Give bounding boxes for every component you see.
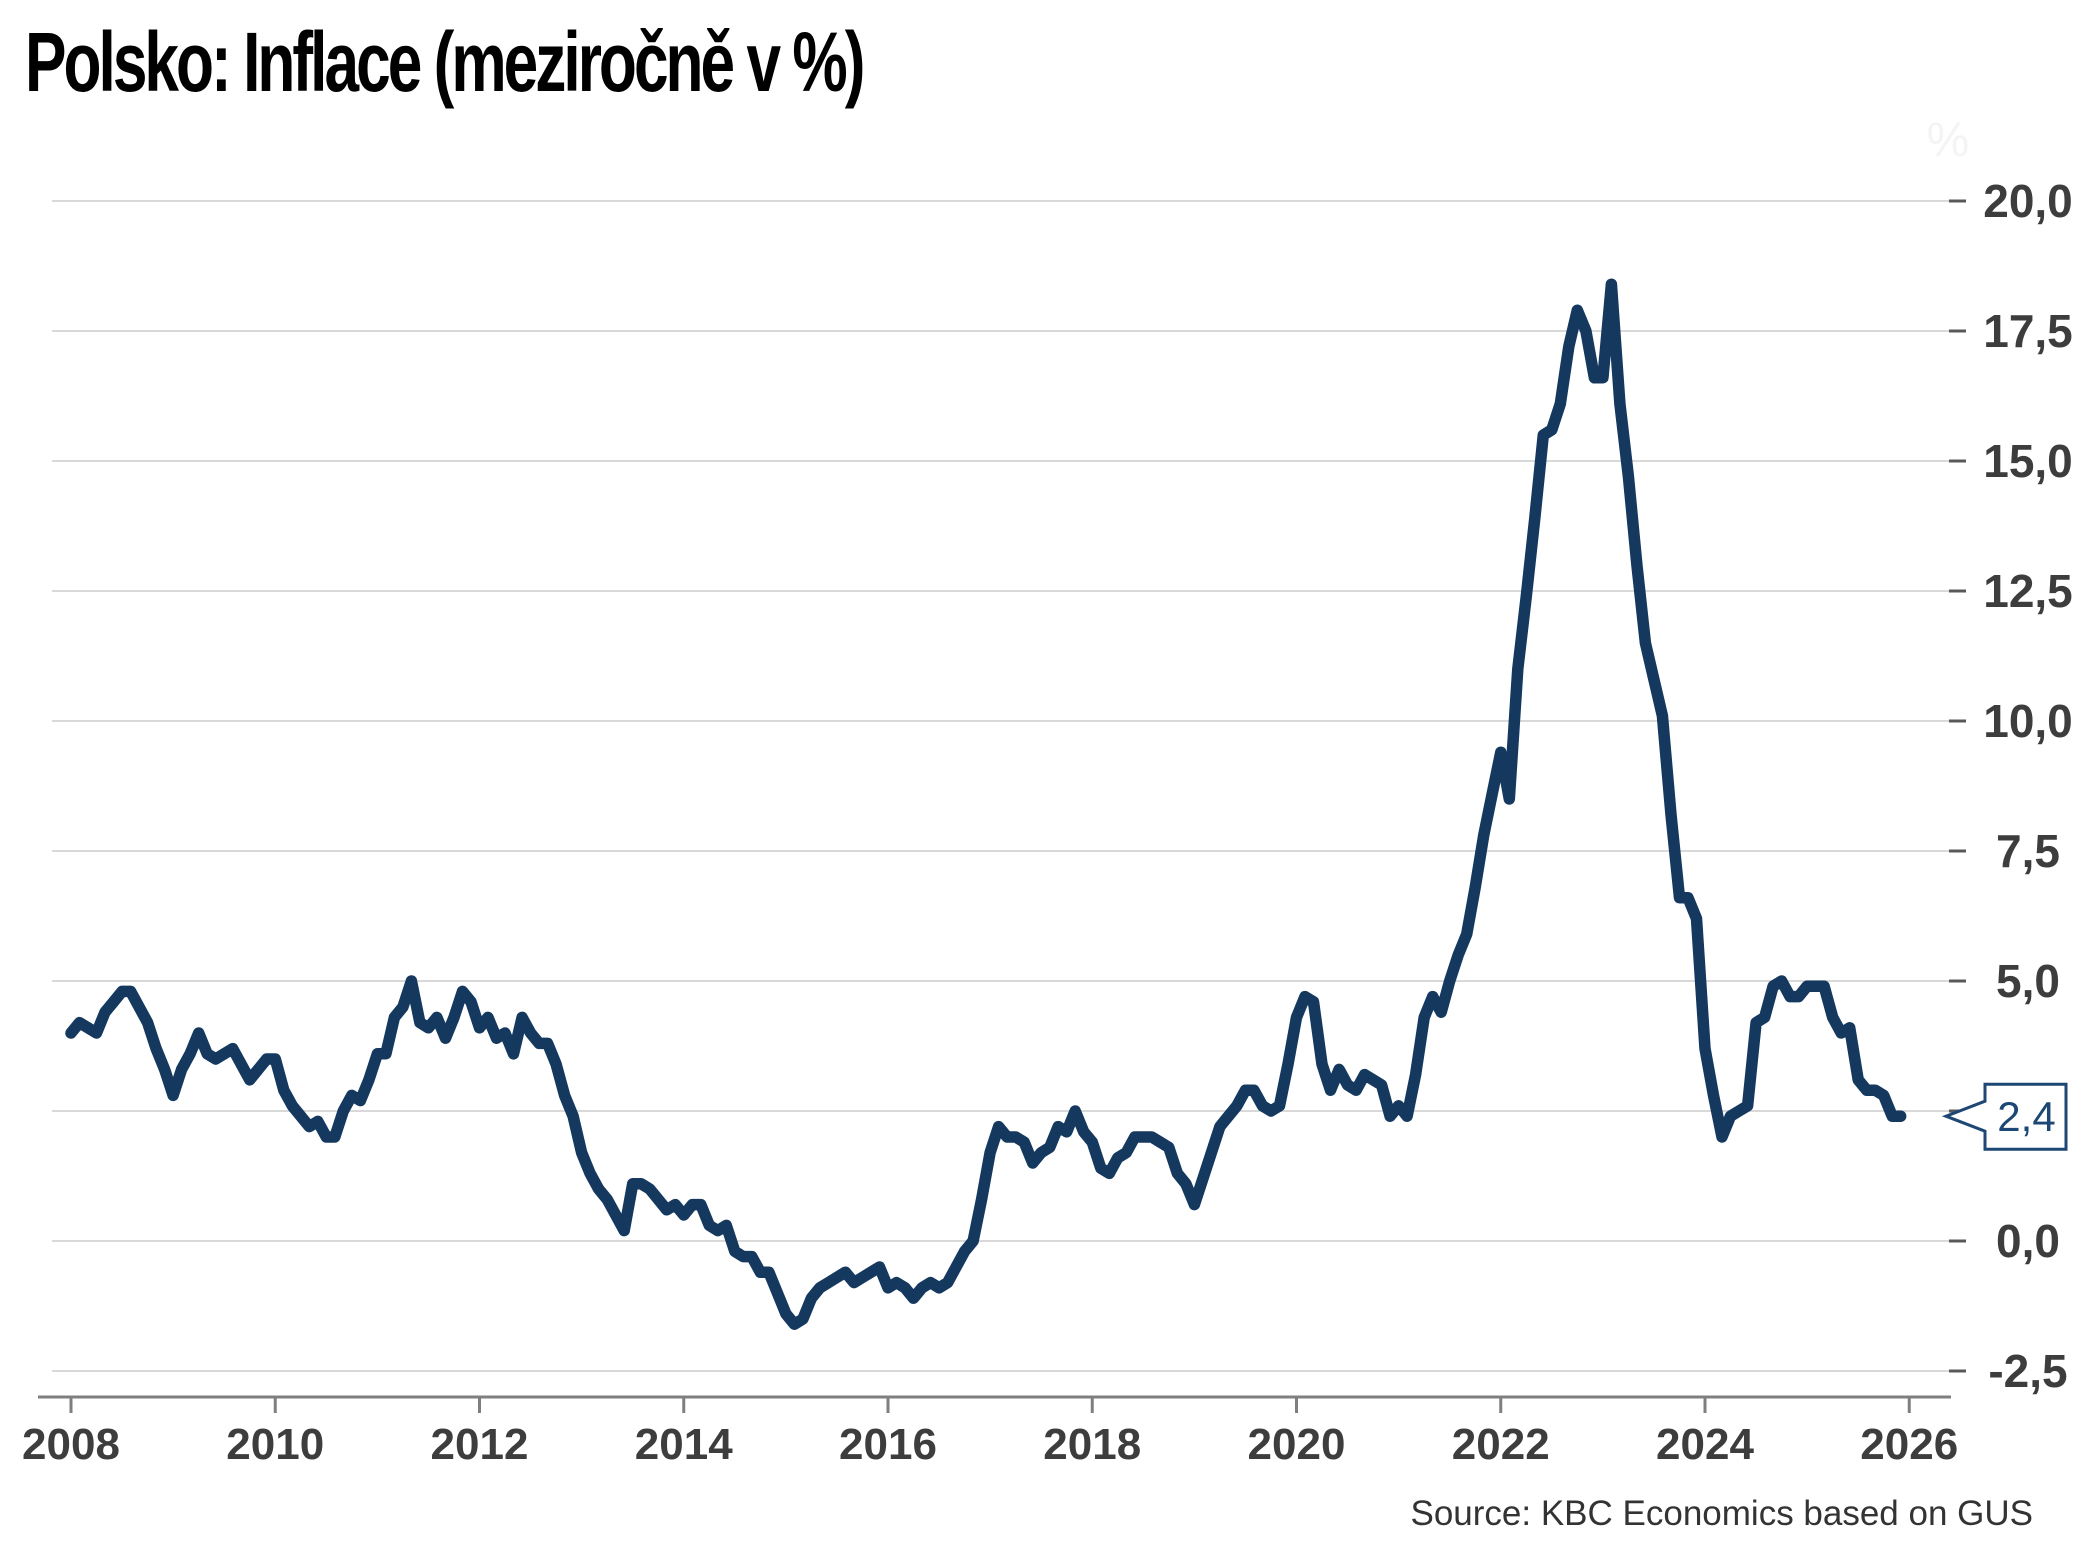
source-note: Source: KBC Economics based on GUS xyxy=(1410,1494,2033,1533)
x-tick-label: 2024 xyxy=(1656,1420,1754,1469)
chart-title: Polsko: Inflace (meziročně v %) xyxy=(25,15,865,109)
y-tick-label: 17,5 xyxy=(1983,305,2073,357)
x-tick-label: 2026 xyxy=(1860,1420,1958,1469)
x-tick-label: 2010 xyxy=(226,1420,324,1469)
x-tick-label: 2022 xyxy=(1452,1420,1550,1469)
y-tick-label: 5,0 xyxy=(1996,955,2060,1007)
last-value-callout xyxy=(1941,1082,2068,1151)
last-value-label: 2,4 xyxy=(1997,1093,2055,1140)
y-tick-label: 12,5 xyxy=(1983,565,2073,617)
y-tick-label: 20,0 xyxy=(1983,175,2073,227)
x-tick-label: 2018 xyxy=(1043,1420,1141,1469)
x-tick-label: 2014 xyxy=(635,1420,733,1469)
y-tick-label: 10,0 xyxy=(1983,695,2073,747)
y-tick-label: 0,0 xyxy=(1996,1215,2060,1267)
unit-watermark: % xyxy=(1927,114,1970,167)
inflation-line xyxy=(65,278,1907,1330)
x-tick-label: 2008 xyxy=(22,1420,120,1469)
x-tick-label: 2020 xyxy=(1248,1420,1346,1469)
x-tick-label: 2016 xyxy=(839,1420,937,1469)
y-tick-label: -2,5 xyxy=(1988,1345,2067,1397)
x-tick-label: 2012 xyxy=(431,1420,529,1469)
y-tick-label: 7,5 xyxy=(1996,825,2060,877)
y-tick-label: 15,0 xyxy=(1983,435,2073,487)
